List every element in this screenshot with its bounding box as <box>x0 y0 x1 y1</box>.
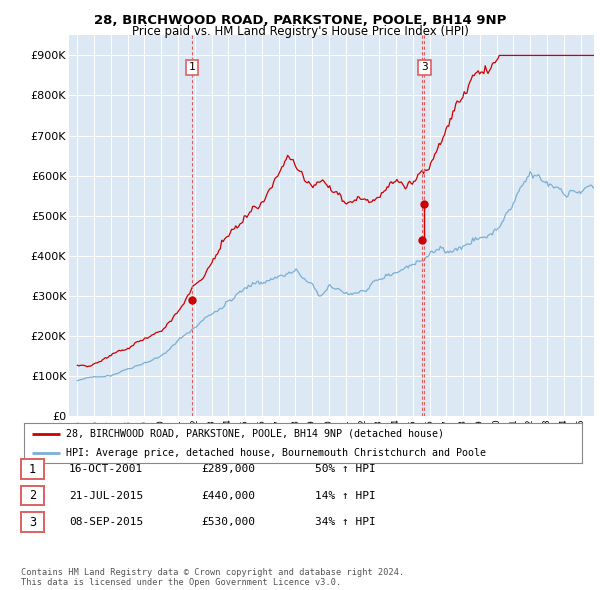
Text: £530,000: £530,000 <box>201 517 255 527</box>
Text: 1: 1 <box>29 463 36 476</box>
Text: 08-SEP-2015: 08-SEP-2015 <box>69 517 143 527</box>
Text: 3: 3 <box>421 63 428 73</box>
Text: 50% ↑ HPI: 50% ↑ HPI <box>315 464 376 474</box>
Text: 1: 1 <box>188 63 196 73</box>
Text: Price paid vs. HM Land Registry's House Price Index (HPI): Price paid vs. HM Land Registry's House … <box>131 25 469 38</box>
Text: 14% ↑ HPI: 14% ↑ HPI <box>315 491 376 500</box>
Text: Contains HM Land Registry data © Crown copyright and database right 2024.
This d: Contains HM Land Registry data © Crown c… <box>21 568 404 587</box>
Text: £440,000: £440,000 <box>201 491 255 500</box>
Text: HPI: Average price, detached house, Bournemouth Christchurch and Poole: HPI: Average price, detached house, Bour… <box>66 448 486 458</box>
Text: 16-OCT-2001: 16-OCT-2001 <box>69 464 143 474</box>
Text: 3: 3 <box>29 516 36 529</box>
Text: 2: 2 <box>29 489 36 502</box>
Text: 28, BIRCHWOOD ROAD, PARKSTONE, POOLE, BH14 9NP: 28, BIRCHWOOD ROAD, PARKSTONE, POOLE, BH… <box>94 14 506 27</box>
Text: 34% ↑ HPI: 34% ↑ HPI <box>315 517 376 527</box>
Text: £289,000: £289,000 <box>201 464 255 474</box>
Text: 21-JUL-2015: 21-JUL-2015 <box>69 491 143 500</box>
Text: 28, BIRCHWOOD ROAD, PARKSTONE, POOLE, BH14 9NP (detached house): 28, BIRCHWOOD ROAD, PARKSTONE, POOLE, BH… <box>66 429 444 439</box>
